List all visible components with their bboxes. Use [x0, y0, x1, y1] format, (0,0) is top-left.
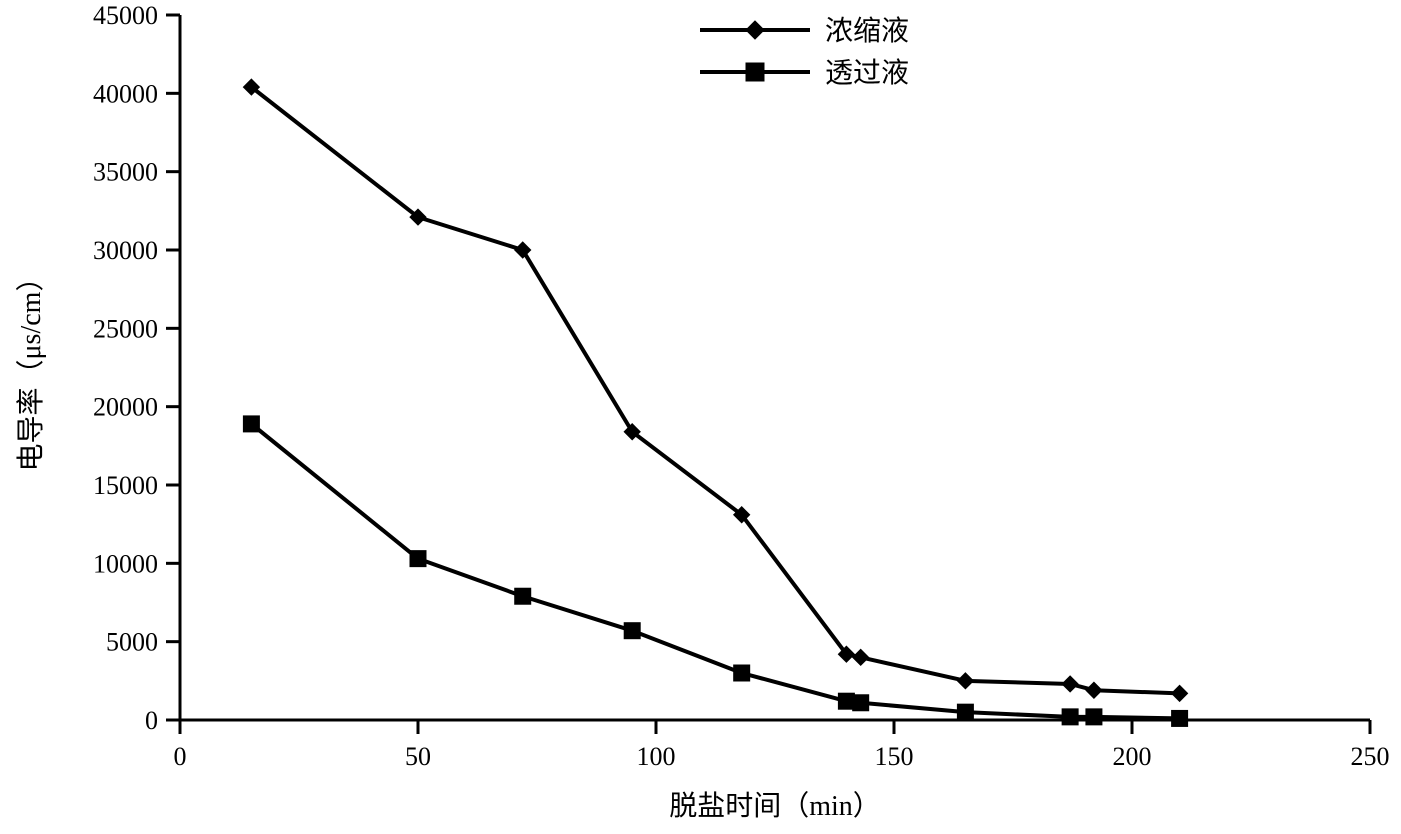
x-tick-label: 0: [174, 742, 187, 771]
series-marker: [1172, 710, 1188, 726]
series-marker: [957, 704, 973, 720]
y-tick-label: 35000: [93, 158, 158, 187]
series-marker: [243, 416, 259, 432]
y-tick-label: 25000: [93, 314, 158, 343]
y-tick-label: 0: [145, 706, 158, 735]
series-marker: [1172, 685, 1188, 701]
legend-label: 透过液: [825, 57, 909, 89]
x-axis-label: 脱盐时间（min）: [669, 790, 881, 822]
chart-container: 0 5000 10000 15000 20000 25000 30000 35000 40000…: [0, 0, 1401, 834]
y-axis-label: 电导率（μs/cm）: [15, 264, 47, 472]
series-marker: [734, 665, 750, 681]
series-marker: [957, 673, 973, 689]
series-marker: [1086, 682, 1102, 698]
y-tick-label: 10000: [93, 549, 158, 578]
y-tick-label: 40000: [93, 79, 158, 108]
y-tick-label: 20000: [93, 393, 158, 422]
series-marker: [624, 623, 640, 639]
x-tick-label: 150: [875, 742, 914, 771]
y-tick-label: 45000: [93, 1, 158, 30]
y-tick-label: 5000: [106, 628, 158, 657]
series-marker: [853, 649, 869, 665]
x-tick-label: 50: [405, 742, 431, 771]
x-tick-label: 200: [1113, 742, 1152, 771]
legend-marker-icon: [746, 63, 764, 81]
legend-label: 浓缩液: [825, 15, 909, 47]
line-chart: 0 5000 10000 15000 20000 25000 30000 35000 40000…: [0, 0, 1401, 834]
series-marker: [1062, 676, 1078, 692]
series-marker: [838, 693, 854, 709]
series-marker: [1086, 709, 1102, 725]
series-marker: [853, 695, 869, 711]
series-marker: [515, 588, 531, 604]
series-line: [251, 424, 1179, 719]
x-tick-label: 100: [637, 742, 676, 771]
y-tick-label: 30000: [93, 236, 158, 265]
legend-marker-icon: [746, 21, 764, 39]
x-tick-label: 250: [1351, 742, 1390, 771]
series-line: [251, 87, 1179, 693]
series-marker: [410, 551, 426, 567]
series-marker: [1062, 709, 1078, 725]
y-tick-label: 15000: [93, 471, 158, 500]
